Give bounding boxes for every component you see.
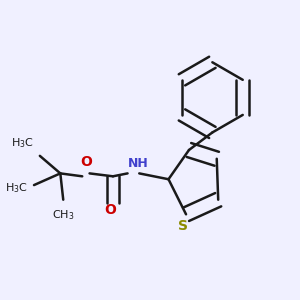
Text: CH$_3$: CH$_3$	[52, 208, 74, 222]
Text: H$_3$C: H$_3$C	[11, 136, 34, 150]
Text: O: O	[104, 203, 116, 217]
Text: H$_3$C: H$_3$C	[5, 181, 28, 195]
Text: O: O	[81, 155, 93, 169]
Text: S: S	[178, 219, 188, 233]
Text: NH: NH	[128, 158, 148, 170]
